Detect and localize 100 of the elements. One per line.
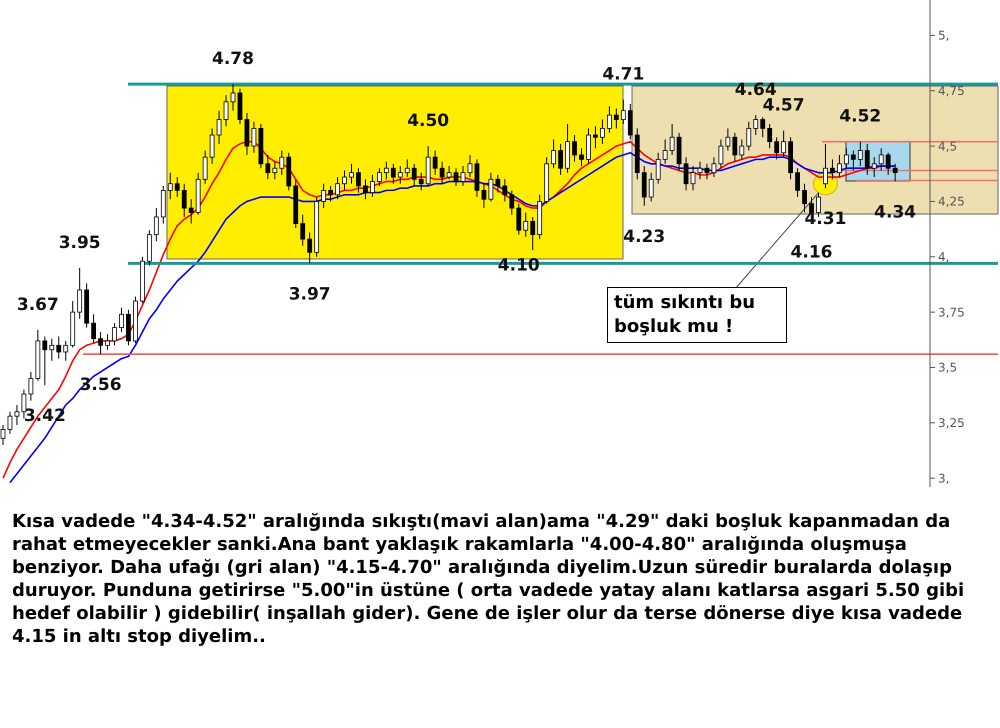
candlestick [704, 163, 710, 180]
candlestick [105, 334, 110, 350]
candlestick [670, 123, 675, 156]
y-tick-label: 4,5 [938, 139, 958, 154]
candlestick [28, 371, 34, 402]
y-tick-label: 4,75 [938, 84, 965, 98]
candlestick [551, 138, 556, 169]
annotation: 3.67 [16, 294, 59, 315]
candlestick [662, 138, 668, 164]
candlestick [864, 143, 870, 176]
candlestick [279, 150, 284, 176]
candlestick [440, 161, 445, 184]
annotation: 3.95 [58, 232, 101, 253]
candlestick [42, 336, 48, 386]
candlestick [356, 168, 361, 194]
candlestick [620, 99, 626, 124]
candlestick [216, 110, 222, 144]
candlestick [830, 158, 835, 180]
y-tick-label: 5, [938, 28, 950, 43]
annotation: 4.50 [407, 111, 450, 132]
candlestick [174, 176, 180, 198]
candlestick [370, 174, 375, 198]
candlestick [774, 136, 780, 160]
candlestick [656, 152, 661, 184]
annotation: 4.23 [623, 226, 666, 247]
annotation: 4.71 [602, 64, 644, 85]
candlestick [558, 143, 563, 176]
candlestick [753, 114, 758, 136]
candlestick [502, 178, 508, 202]
annotation: 3.97 [288, 284, 331, 304]
candlestick [384, 161, 389, 180]
candlestick [188, 198, 194, 224]
candlestick [488, 172, 494, 202]
candlestick [49, 338, 54, 362]
candlestick [872, 156, 877, 178]
candlestick [648, 172, 654, 202]
annotation: 4.31 [804, 209, 846, 230]
candlestick [495, 174, 500, 194]
candlestick [460, 166, 466, 186]
candlestick [14, 404, 20, 426]
y-tick-label: 4,25 [938, 194, 965, 209]
candlestick [335, 176, 340, 200]
candlestick [767, 123, 772, 149]
candlestick [390, 163, 396, 184]
text: Kısa vadede "4.34-4.52" aralığında sıkıştı(mavi alan)ama "4.29" daki boşluk kapanmadan da rahat etmeyecekler sanki.Ana bant yaklaşık rakamlarla "4.00-4.80" aralığında oluşmuşa benziyor. Daha ufağı (gri alan) "4.15-4.70" aralığında diyelim.Uzun süredir buralarda dolaşıp duruyor. Punduna getirirse "5.00"in üstüne ( orta vadede yatay alanı katlarsa asgari 5.50 gibi hedef olabilir ) gidebilir( inşallah gider). Gene de işler olur da terse dönerse diye kısa vadede 4.15 in altı stop diyelim.. [12, 510, 966, 648]
candlestick [878, 148, 884, 171]
candlestick [272, 161, 278, 180]
candlestick [376, 168, 382, 186]
candlestick [712, 156, 716, 178]
candlestick [572, 134, 577, 162]
candlestick [684, 156, 688, 191]
candlestick [509, 190, 514, 216]
candlestick [202, 150, 208, 184]
candlestick [168, 172, 173, 200]
candlestick [224, 94, 228, 127]
y-tick-label: 3,5 [938, 360, 958, 375]
candlestick [725, 128, 730, 152]
annotation: 4.52 [839, 106, 882, 127]
candlestick [530, 216, 536, 251]
candlestick [328, 185, 333, 202]
candlestick [600, 119, 605, 144]
candlestick [91, 314, 96, 344]
candlestick [22, 389, 26, 419]
candlestick [746, 121, 752, 152]
annotation: 4.16 [790, 242, 832, 262]
candlestick [363, 178, 368, 200]
candlestick [418, 172, 424, 191]
candlestick [850, 150, 856, 171]
candlestick [398, 166, 403, 184]
y-tick-label: 3,75 [938, 305, 965, 320]
candlestick [523, 212, 528, 238]
candlestick [342, 170, 347, 191]
candlestick [252, 121, 256, 154]
candlestick [482, 183, 486, 209]
candlestick [760, 116, 766, 138]
annotation: 4.57 [762, 96, 805, 116]
candlestick [446, 166, 452, 180]
candlestick [739, 138, 744, 160]
candlestick [614, 108, 619, 129]
candlestick [56, 336, 62, 360]
candlestick [432, 150, 438, 176]
candlestick [210, 128, 214, 164]
candlestick [119, 307, 124, 333]
candlestick [606, 106, 612, 134]
candlestick [8, 411, 12, 434]
candlestick [593, 126, 598, 149]
candlestick [718, 138, 724, 169]
candlestick [321, 183, 326, 209]
candlestick [112, 322, 117, 346]
candlestick [690, 166, 696, 191]
candlestick [802, 183, 807, 214]
candlestick [230, 84, 236, 112]
candlestick [182, 183, 187, 218]
candlestick [732, 132, 738, 162]
candlestick [349, 163, 354, 184]
candlestick [823, 143, 828, 189]
candlestick [858, 141, 863, 167]
candlestick [300, 214, 306, 246]
y-tick-label: 3, [938, 471, 950, 486]
candlestick [886, 152, 891, 176]
